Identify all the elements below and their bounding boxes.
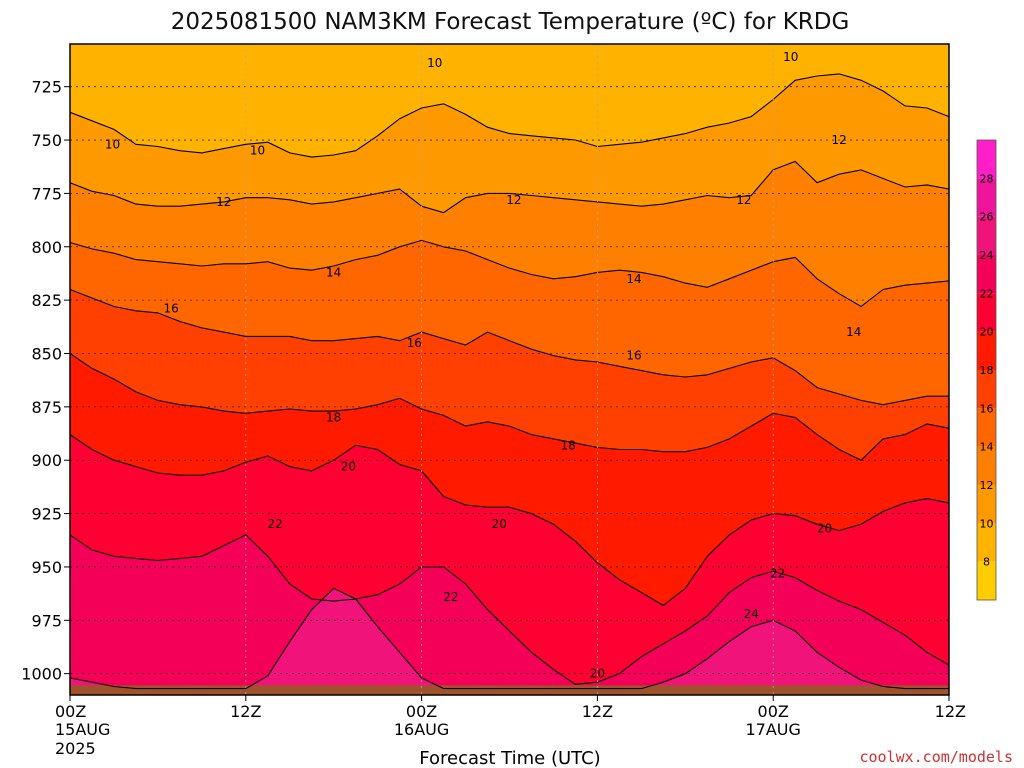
contour-label: 20 — [341, 460, 356, 474]
colorbar-swatch — [977, 255, 996, 294]
colorbar-swatch — [977, 408, 996, 447]
y-tick-label: 925 — [31, 505, 62, 524]
y-tick-label: 975 — [31, 611, 62, 630]
colorbar-swatch — [977, 446, 996, 485]
y-tick-label: 775 — [31, 184, 62, 203]
x-tick-date: 15AUG — [55, 720, 110, 739]
colorbar-legend: 8 10 12 14 16 18 20 22 24 26 28 — [976, 139, 997, 601]
colorbar-swatch — [977, 523, 996, 562]
temp-band-24 — [70, 588, 949, 695]
y-tick-label: 750 — [31, 131, 62, 150]
colorbar-tick-label: 16 — [980, 402, 994, 415]
y-tick-label: 725 — [31, 78, 62, 97]
x-tick-date: 16AUG — [394, 720, 449, 739]
contour-label: 18 — [560, 438, 575, 452]
plot-area — [70, 44, 949, 695]
colorbar-swatch — [977, 140, 996, 179]
ground-fill — [70, 685, 949, 695]
ground-terrain — [70, 685, 949, 695]
x-tick-label: 12Z — [935, 702, 966, 721]
colorbar-swatch — [977, 331, 996, 370]
contour-label: 20 — [590, 667, 605, 681]
x-tick-year: 2025 — [55, 739, 96, 758]
contour-label: 22 — [443, 590, 458, 604]
x-axis-label: Forecast Time (UTC) — [419, 748, 600, 768]
contour-label: 10 — [105, 137, 120, 151]
colorbar-swatch — [977, 485, 996, 524]
x-tick-label: 00Z — [55, 702, 86, 721]
x-tick-label: 12Z — [582, 702, 613, 721]
y-axis: 725 750 775 800 825 850 875 900 925 950 975 1000 — [21, 78, 70, 684]
colorbar-tick-label: 28 — [980, 172, 994, 185]
contour-14 — [69, 239, 950, 308]
y-tick-label: 800 — [31, 238, 62, 257]
contour-label: 10 — [250, 144, 265, 158]
contour-label: 10 — [427, 56, 442, 70]
contour-label: 12 — [506, 193, 521, 207]
x-tick-label: 12Z — [230, 702, 261, 721]
y-tick-label: 825 — [31, 291, 62, 310]
colorbar-tick-label: 14 — [980, 441, 994, 454]
contour-lines — [69, 73, 950, 690]
contour-label: 12 — [831, 133, 846, 147]
contour-labels: 10 10 10 10 12 12 12 12 14 14 14 16 16 16 18 18 20 20 20 20… — [105, 50, 862, 681]
colorbar-frame — [976, 139, 997, 601]
contour-16 — [69, 288, 949, 406]
colorbar-tick-label: 8 — [983, 556, 990, 569]
contour-24 — [69, 587, 949, 690]
y-tick-label: 875 — [31, 398, 62, 417]
contour-10 — [69, 73, 950, 158]
colorbar-swatch — [977, 178, 996, 217]
contour-label: 20 — [492, 517, 507, 531]
contour-label: 10 — [783, 50, 798, 64]
chart-title: 2025081500 NAM3KM Forecast Temperature (… — [171, 9, 850, 35]
colorbar-tick-label: 26 — [980, 211, 994, 224]
contour-label: 12 — [216, 195, 231, 209]
colorbar-swatch — [977, 216, 996, 255]
contour-22 — [69, 534, 950, 685]
contour-18 — [69, 353, 950, 461]
contour-label: 16 — [407, 336, 422, 350]
contour-label: 14 — [326, 265, 341, 279]
colorbar-tick-label: 18 — [980, 364, 994, 377]
contour-label: 16 — [626, 349, 641, 363]
colorbar-tick-label: 24 — [980, 249, 994, 262]
y-tick-label: 950 — [31, 558, 62, 577]
y-tick-label: 850 — [31, 344, 62, 363]
contour-label: 16 — [163, 302, 178, 316]
x-tick-label: 00Z — [406, 702, 437, 721]
colorbar-swatch — [977, 370, 996, 409]
contour-label: 18 — [326, 411, 341, 425]
contour-label: 22 — [770, 566, 785, 580]
credit-link[interactable]: coolwx.com/models — [859, 748, 1013, 766]
contour-label: 20 — [817, 522, 832, 536]
x-tick-date: 17AUG — [745, 720, 800, 739]
contour-label: 14 — [626, 272, 641, 286]
contour-label: 22 — [267, 517, 282, 531]
y-tick-label: 900 — [31, 451, 62, 470]
contour-label: 14 — [846, 325, 861, 339]
plot-frame — [69, 43, 950, 696]
colorbar-swatch — [977, 293, 996, 332]
colorbar-tick-label: 22 — [980, 287, 994, 300]
contour-label: 12 — [736, 193, 751, 207]
contour-20 — [69, 434, 950, 607]
y-tick-label: 1000 — [21, 665, 62, 684]
x-tick-label: 00Z — [758, 702, 789, 721]
colorbar-tick-label: 20 — [980, 326, 994, 339]
colorbar-tick-label: 10 — [980, 517, 994, 530]
colorbar-tick-label: 12 — [980, 479, 994, 492]
contour-label: 24 — [744, 607, 759, 621]
colorbar-swatch — [977, 561, 996, 600]
